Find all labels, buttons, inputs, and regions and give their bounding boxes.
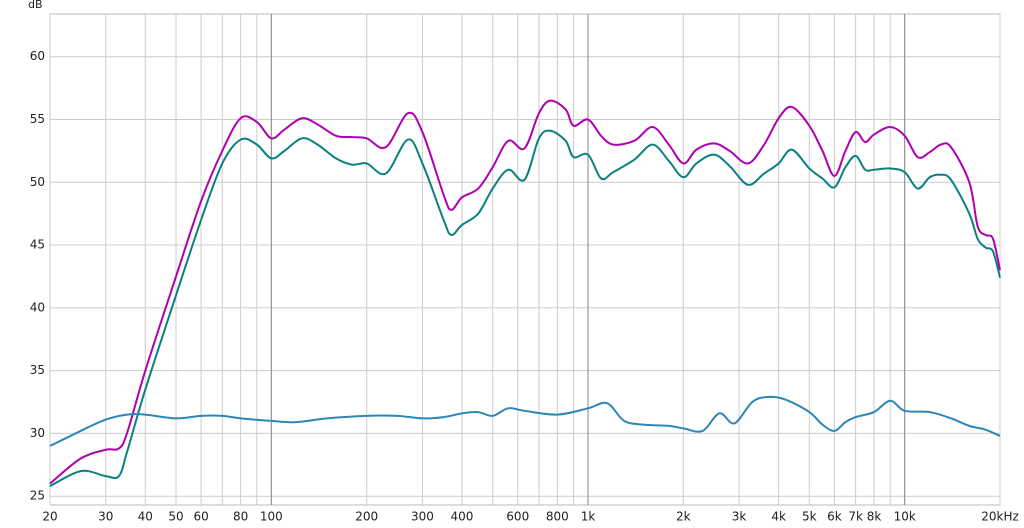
x-tick-label: 800 [546, 510, 569, 524]
x-tick-label: 10k [894, 510, 916, 524]
x-tick-label: 40 [138, 510, 153, 524]
x-tick-label: 100 [260, 510, 283, 524]
x-tick-label: 60 [193, 510, 208, 524]
y-tick-label: 50 [30, 175, 45, 189]
y-tick-label: 35 [30, 363, 45, 377]
x-tick-label: 4k [771, 510, 786, 524]
x-tick-label: 80 [233, 510, 248, 524]
y-tick-label: 40 [30, 300, 45, 314]
series-line [49, 99, 1001, 485]
x-tick-label: 200 [355, 510, 378, 524]
series-line [49, 395, 1001, 447]
x-tick-label: 400 [451, 510, 474, 524]
plot-area [49, 13, 1001, 506]
x-tick-label: 300 [411, 510, 434, 524]
x-tick-label: 5k [802, 510, 817, 524]
y-tick-label: 25 [30, 489, 45, 503]
x-tick-label: 7k [848, 510, 863, 524]
y-tick-label: 30 [30, 426, 45, 440]
y-tick-label: 60 [30, 49, 45, 63]
x-tick-label: 6k [827, 510, 842, 524]
x-tick-label: 600 [506, 510, 529, 524]
x-tick-label: 20kHz [981, 510, 1019, 524]
x-tick-label: 2k [676, 510, 691, 524]
x-tick-label: 3k [732, 510, 747, 524]
x-tick-label: 1k [581, 510, 596, 524]
x-tick-label: 8k [867, 510, 882, 524]
y-tick-label: 55 [30, 112, 45, 126]
y-axis-label: dB [28, 0, 43, 11]
x-tick-label: 50 [168, 510, 183, 524]
x-tick-label: 30 [98, 510, 113, 524]
series-line [49, 129, 1001, 488]
x-tick-label: 20 [42, 510, 57, 524]
y-tick-label: 45 [30, 238, 45, 252]
